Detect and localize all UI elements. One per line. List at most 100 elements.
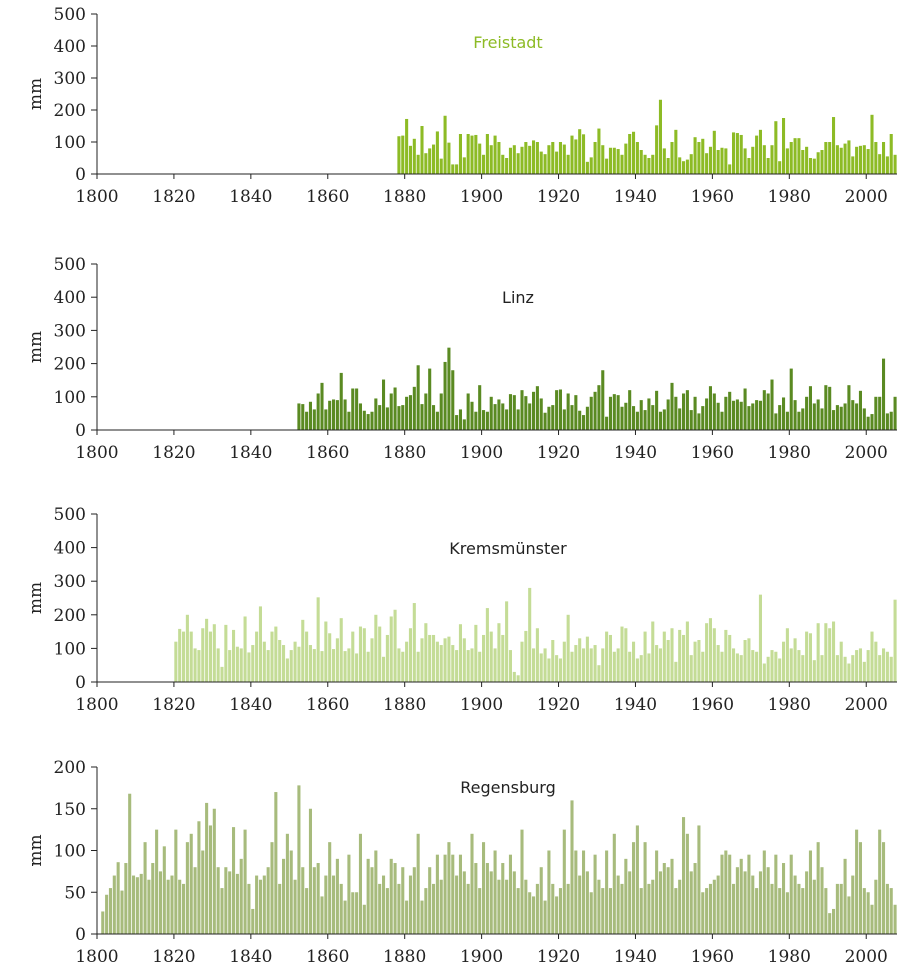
bar	[447, 347, 451, 430]
bar	[693, 641, 697, 682]
bar	[785, 892, 789, 934]
bar	[374, 850, 378, 934]
bar	[412, 603, 416, 682]
bar	[555, 151, 559, 174]
bar	[158, 871, 162, 935]
x-tick-label: 1960	[691, 187, 734, 207]
bar	[697, 413, 701, 430]
bar	[335, 400, 339, 430]
bar	[785, 148, 789, 174]
bar	[501, 154, 505, 174]
bar	[351, 631, 355, 682]
bar	[651, 154, 655, 174]
bar	[628, 871, 632, 935]
bar	[224, 624, 228, 682]
x-tick-label: 1960	[691, 695, 734, 715]
bar	[566, 883, 570, 934]
bar	[658, 99, 662, 174]
bar	[855, 146, 859, 174]
bar	[708, 386, 712, 430]
bar	[505, 158, 509, 174]
bar	[774, 651, 778, 682]
bar	[751, 146, 755, 174]
bar	[805, 146, 809, 174]
bar	[566, 154, 570, 174]
bar	[697, 825, 701, 934]
bar	[893, 154, 897, 174]
bar	[601, 370, 605, 430]
bar	[839, 406, 843, 430]
bar	[401, 135, 405, 174]
y-tick-label: 500	[54, 5, 86, 25]
bar	[866, 650, 870, 682]
bar	[539, 867, 543, 934]
bar	[608, 396, 612, 430]
bar	[716, 875, 720, 934]
bar	[705, 153, 709, 174]
bar	[728, 634, 732, 682]
bar	[432, 634, 436, 682]
bar	[712, 393, 716, 430]
bar	[870, 631, 874, 682]
bar	[778, 405, 782, 430]
bar	[366, 858, 370, 934]
y-tick-label: 200	[54, 355, 86, 375]
bar	[408, 395, 412, 430]
bar	[874, 396, 878, 430]
bar	[632, 842, 636, 934]
bar	[624, 143, 628, 174]
bar	[232, 629, 236, 682]
bar	[520, 641, 524, 682]
bar	[735, 867, 739, 934]
bar	[893, 396, 897, 430]
bar	[551, 142, 555, 174]
bar	[578, 129, 582, 174]
bar	[789, 854, 793, 934]
bar	[397, 406, 401, 430]
bar	[466, 650, 470, 682]
x-tick-label: 1980	[768, 695, 811, 715]
bar	[305, 888, 309, 934]
bar	[382, 875, 386, 934]
bar	[466, 134, 470, 174]
bar	[505, 601, 509, 682]
bar	[866, 149, 870, 174]
bar	[732, 648, 736, 682]
x-tick-label: 1820	[152, 187, 195, 207]
bar	[882, 842, 886, 934]
bar	[424, 888, 428, 934]
y-tick-label: 0	[75, 421, 86, 441]
bar	[751, 650, 755, 682]
bar	[455, 415, 459, 430]
bar	[774, 413, 778, 430]
bar	[501, 863, 505, 934]
bar	[566, 614, 570, 682]
bar	[274, 626, 278, 682]
bar	[878, 396, 882, 430]
bar	[532, 648, 536, 682]
bar	[228, 871, 232, 935]
bar	[274, 792, 278, 934]
bar	[612, 147, 616, 174]
bar	[716, 402, 720, 430]
bar	[185, 842, 189, 934]
bar	[793, 638, 797, 682]
bar	[743, 388, 747, 430]
bar	[593, 142, 597, 174]
bar	[824, 385, 828, 430]
bar	[424, 393, 428, 430]
bar	[597, 665, 601, 682]
bar	[308, 808, 312, 934]
bar	[458, 854, 462, 934]
bar	[801, 150, 805, 174]
bar	[689, 655, 693, 682]
bar	[578, 410, 582, 430]
x-tick-label: 2000	[845, 947, 888, 967]
bar	[812, 158, 816, 174]
bar	[470, 648, 474, 682]
bar	[374, 614, 378, 682]
y-tick-label: 50	[64, 883, 86, 903]
bar	[847, 663, 851, 682]
bar	[501, 634, 505, 682]
bar	[847, 385, 851, 430]
